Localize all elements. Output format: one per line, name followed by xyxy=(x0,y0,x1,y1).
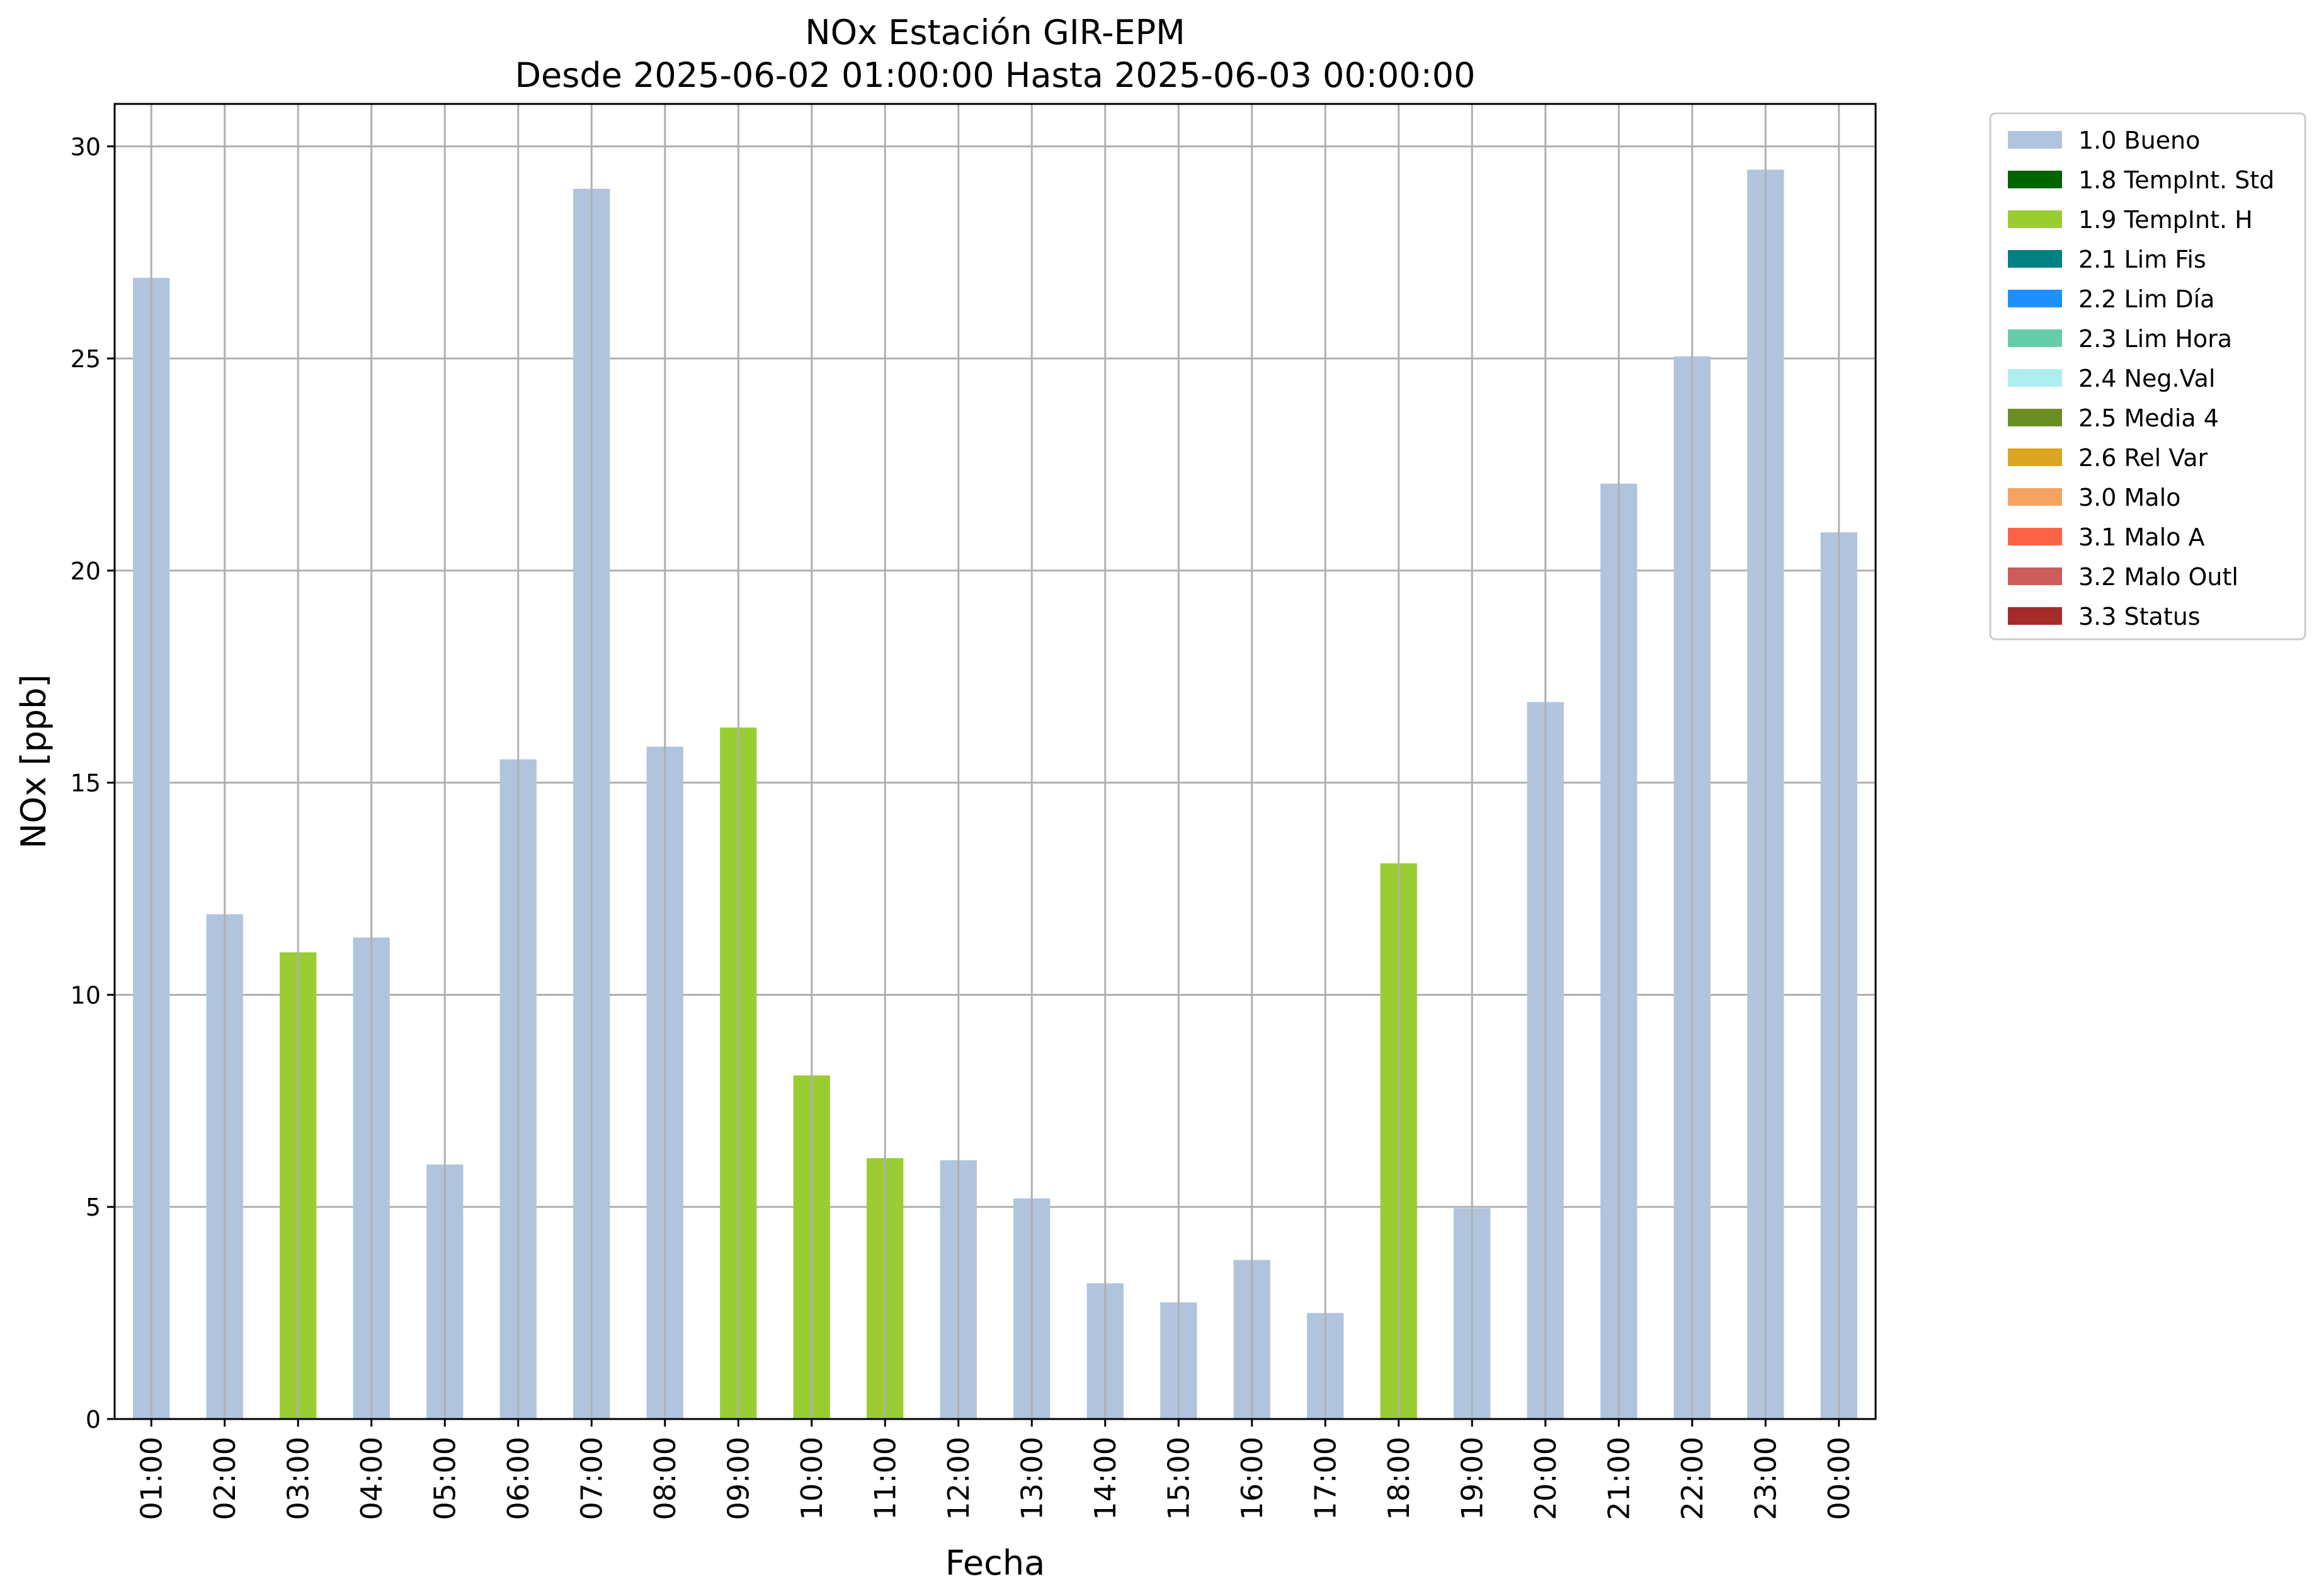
y-tick-label: 25 xyxy=(71,345,101,373)
x-tick-label: 20:00 xyxy=(1529,1437,1563,1520)
legend-frame xyxy=(1989,112,2306,641)
legend-label: 3.3 Status xyxy=(2078,603,2201,630)
x-axis-ticks: 01:00 02:00 03:00 04:00 05:00 06:00 07:00 08:00… xyxy=(134,1419,1856,1520)
legend-label: 3.0 Malo xyxy=(2078,484,2180,511)
x-tick-label: 09:00 xyxy=(721,1437,755,1520)
legend-swatch xyxy=(2008,528,2062,545)
legend-swatch xyxy=(2008,171,2062,188)
legend-swatch xyxy=(2008,409,2062,426)
x-tick-label: 08:00 xyxy=(648,1437,682,1520)
legend-label: 1.0 Bueno xyxy=(2078,127,2200,154)
x-tick-label: 10:00 xyxy=(795,1437,829,1520)
legend-swatch xyxy=(2008,131,2062,149)
x-tick-label: 06:00 xyxy=(501,1437,535,1520)
x-tick-label: 21:00 xyxy=(1602,1437,1636,1520)
x-tick-label: 04:00 xyxy=(355,1437,389,1520)
x-tick-label: 05:00 xyxy=(428,1437,462,1520)
legend-label: 2.6 Rel Var xyxy=(2078,444,2208,472)
legend-swatch xyxy=(2008,448,2062,466)
legend-swatch xyxy=(2008,567,2062,585)
y-tick-label: 15 xyxy=(71,770,101,797)
x-tick-label: 15:00 xyxy=(1161,1437,1195,1520)
x-tick-label: 17:00 xyxy=(1308,1437,1342,1520)
x-tick-label: 07:00 xyxy=(574,1437,608,1520)
legend-label: 2.2 Lim Día xyxy=(2078,285,2214,313)
legend-swatch xyxy=(2008,607,2062,625)
x-tick-label: 03:00 xyxy=(281,1437,315,1520)
legend-swatch xyxy=(2008,488,2062,506)
y-axis-label: NOx [ppb] xyxy=(14,675,54,849)
y-tick-label: 5 xyxy=(86,1194,101,1221)
chart-title: NOx Estación GIR-EPM xyxy=(805,13,1185,52)
x-tick-label: 12:00 xyxy=(942,1437,976,1520)
x-tick-label: 11:00 xyxy=(868,1437,902,1520)
legend-label: 2.4 Neg.Val xyxy=(2078,365,2215,392)
legend-swatch xyxy=(2008,369,2062,387)
legend-label: 3.1 Malo A xyxy=(2078,523,2204,551)
legend-swatch xyxy=(2008,210,2062,228)
y-tick-label: 0 xyxy=(86,1406,101,1434)
x-tick-label: 22:00 xyxy=(1675,1437,1709,1520)
x-tick-label: 23:00 xyxy=(1748,1437,1782,1520)
legend-label: 3.2 Malo Outl xyxy=(2078,563,2238,591)
y-axis-ticks: 0 5 10 15 20 25 30 xyxy=(71,133,115,1434)
x-axis-label: Fecha xyxy=(945,1543,1045,1583)
bars xyxy=(133,169,1857,1420)
x-tick-label: 14:00 xyxy=(1088,1437,1122,1520)
plot-frame xyxy=(113,103,1877,1420)
legend-label: 1.9 TempInt. H xyxy=(2078,206,2253,234)
legend-swatch xyxy=(2008,290,2062,307)
x-tick-label: 18:00 xyxy=(1382,1437,1416,1520)
legend-swatch xyxy=(2008,329,2062,347)
x-tick-label: 19:00 xyxy=(1455,1437,1489,1520)
x-tick-label: 01:00 xyxy=(134,1437,168,1520)
legend: 1.0 Bueno 1.8 TempInt. Std 1.9 TempInt. H 2… xyxy=(1989,112,2306,641)
y-tick-label: 20 xyxy=(71,557,101,585)
chart-subtitle: Desde 2025-06-02 01:00:00 Hasta 2025-06-… xyxy=(515,55,1475,95)
legend-label: 2.3 Lim Hora xyxy=(2078,325,2232,353)
y-tick-label: 10 xyxy=(71,981,101,1009)
y-tick-label: 30 xyxy=(71,133,101,161)
x-tick-label: 16:00 xyxy=(1235,1437,1269,1520)
x-tick-label: 13:00 xyxy=(1015,1437,1049,1520)
x-tick-label: 02:00 xyxy=(208,1437,242,1520)
legend-swatch xyxy=(2008,250,2062,268)
x-tick-label: 00:00 xyxy=(1822,1437,1856,1520)
grid-lines xyxy=(115,145,1876,1420)
legend-label: 2.1 Lim Fis xyxy=(2078,246,2206,273)
legend-label: 1.8 TempInt. Std xyxy=(2078,166,2274,194)
legend-label: 2.5 Media 4 xyxy=(2078,404,2219,432)
vertical-grid-lines xyxy=(150,104,1840,1419)
